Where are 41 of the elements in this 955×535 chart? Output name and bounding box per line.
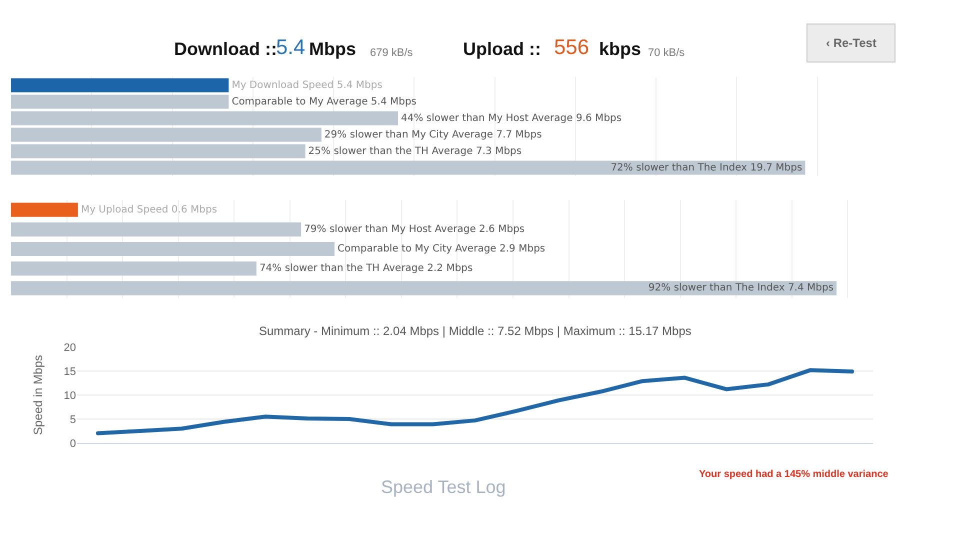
data-label: 29% slower than My City Average 7.7 Mbps bbox=[324, 129, 542, 140]
data-label: 72% slower than The Index 19.7 Mbps bbox=[610, 162, 802, 174]
bar bbox=[11, 262, 256, 276]
bar bbox=[11, 111, 398, 126]
text: Download :: bbox=[174, 39, 277, 59]
y-tick-label: 20 bbox=[64, 342, 76, 354]
text: ‹ Re-Test bbox=[826, 36, 876, 50]
data-label: Comparable to My City Average 2.9 Mbps bbox=[338, 244, 546, 254]
text: Upload :: bbox=[463, 39, 541, 59]
bar bbox=[11, 222, 302, 236]
bar bbox=[11, 160, 806, 175]
bar bbox=[11, 281, 837, 296]
data-label: Comparable to My Average 5.4 Mbps bbox=[232, 96, 417, 108]
bar bbox=[11, 128, 322, 142]
data-label: 25% slower than the TH Average 7.3 Mbps bbox=[308, 146, 522, 157]
data-label: My Download Speed 5.4 Mbps bbox=[232, 80, 382, 91]
text: Mbps bbox=[309, 39, 356, 59]
text: kbps bbox=[599, 39, 642, 59]
text: 556 bbox=[554, 36, 590, 59]
bar bbox=[11, 202, 78, 217]
text: 5.4 bbox=[276, 36, 306, 59]
y-tick-label: 15 bbox=[64, 366, 76, 378]
data-label: 74% slower than the TH Average 2.2 Mbps bbox=[259, 263, 473, 274]
text: Speed Test Log bbox=[381, 477, 506, 497]
text: Your speed had a 145% middle variance bbox=[699, 469, 889, 480]
data-label: 92% slower than The Index 7.4 Mbps bbox=[648, 282, 834, 294]
y-tick-label: 5 bbox=[70, 414, 76, 426]
y-tick-label: 10 bbox=[64, 390, 76, 402]
text: 70 kB/s bbox=[648, 47, 686, 59]
bar bbox=[11, 78, 229, 92]
text: 679 kB/s bbox=[370, 47, 414, 59]
data-label: 44% slower than My Host Average 9.6 Mbps bbox=[401, 112, 622, 124]
data-label: My Upload Speed 0.6 Mbps bbox=[80, 204, 218, 216]
chart-title: Summary - Minimum :: 2.04 Mbps | Middle :: 7.52 Mbps | Maximum :: 15.17 Mbps bbox=[259, 324, 692, 338]
y-axis-title: Speed in Mbps bbox=[31, 354, 46, 436]
data-label: 79% slower than My Host Average 2.6 Mbps bbox=[304, 224, 525, 235]
line-series bbox=[96, 368, 854, 436]
bar bbox=[11, 242, 335, 256]
y-tick-label: 0 bbox=[70, 438, 76, 450]
bar bbox=[11, 144, 306, 158]
bar bbox=[11, 94, 229, 109]
